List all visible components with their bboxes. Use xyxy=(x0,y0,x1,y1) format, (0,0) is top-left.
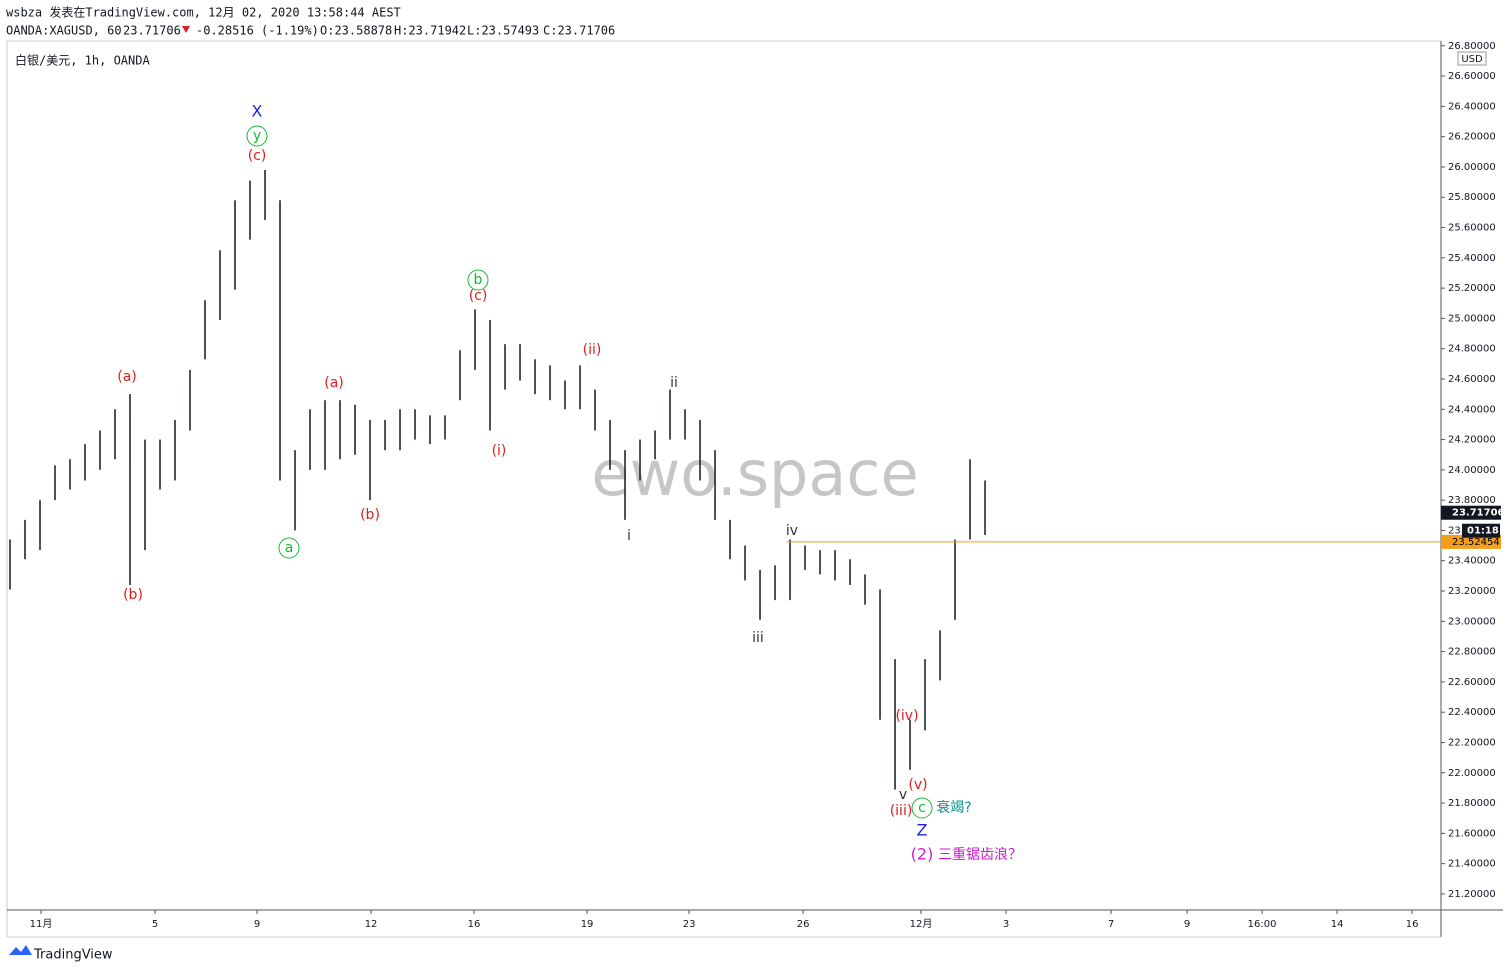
y-tick-label: 21.80000 xyxy=(1448,798,1496,809)
down-arrow xyxy=(182,26,190,33)
wave-label: (b) xyxy=(360,507,380,523)
y-tick-label: 23.20000 xyxy=(1448,586,1496,597)
wave-circle xyxy=(467,269,489,291)
y-tick-label: 26.00000 xyxy=(1448,162,1496,173)
x-tick-label: 26 xyxy=(797,919,810,930)
y-tick-label: 23.00000 xyxy=(1448,616,1496,627)
wave-note: 三重锯齿浪？ xyxy=(938,847,1022,863)
y-tick-label: 26.60000 xyxy=(1448,71,1496,82)
y-tick-label: 24.80000 xyxy=(1448,344,1496,355)
y-tick-label: 24.20000 xyxy=(1448,435,1496,446)
logo xyxy=(9,945,32,955)
y-tick-label: 23.80000 xyxy=(1448,495,1496,506)
author-line: wsbza 发表在TradingView.com, 12月 02, 2020 1… xyxy=(6,5,401,20)
countdown-box xyxy=(1462,523,1500,538)
wave-circle xyxy=(911,797,933,819)
footer[interactable]: TradingView xyxy=(33,948,113,963)
wave-label: (iii) xyxy=(890,803,913,819)
y-tick-label: 24.00000 xyxy=(1448,465,1496,476)
wave-label: (a) xyxy=(324,375,344,391)
wave-label: (c) xyxy=(469,288,488,304)
wave-label: (2) xyxy=(911,845,934,864)
x-tick-label: 19 xyxy=(581,919,594,930)
y-tick-label: 22.00000 xyxy=(1448,768,1496,779)
y-tick-label: 21.20000 xyxy=(1448,889,1496,900)
x-tick-label: 3 xyxy=(1003,919,1009,930)
y-tick-label: 26.40000 xyxy=(1448,101,1496,112)
last-price-box xyxy=(1441,505,1501,520)
x-tick-label: 7 xyxy=(1108,919,1114,930)
y-tick-label: 22.20000 xyxy=(1448,737,1496,748)
symbol: OANDA:XAGUSD, 60 xyxy=(6,24,122,38)
price-line-box xyxy=(1441,534,1501,549)
y-tick-label: 24.60000 xyxy=(1448,374,1496,385)
x-tick-label: 11月 xyxy=(30,918,53,930)
last-price-label: 23.71706 xyxy=(1452,508,1505,519)
y-tick-label: 21.60000 xyxy=(1448,828,1496,839)
wave-label: v xyxy=(899,787,907,803)
x-tick-label: 9 xyxy=(254,919,260,930)
x-tick-label: 5 xyxy=(152,919,158,930)
x-tick-label: 12月 xyxy=(910,918,933,930)
wave-label: c xyxy=(918,800,926,816)
wave-label: ii xyxy=(670,375,678,391)
y-tick-label: 25.20000 xyxy=(1448,283,1496,294)
close: C:23.71706 xyxy=(543,24,615,38)
last: 23.71706 xyxy=(123,24,181,38)
y-tick-label: 23.40000 xyxy=(1448,556,1496,567)
wave-label: (b) xyxy=(123,587,143,603)
price-line-label: 23.52454 xyxy=(1452,537,1500,548)
wave-label: (a) xyxy=(117,369,137,385)
x-tick-label: 23 xyxy=(683,919,696,930)
chart-title: 白银/美元, 1h, OANDA xyxy=(15,53,150,68)
wave-label: Z xyxy=(917,821,928,840)
x-tick-label: 16 xyxy=(1406,919,1419,930)
wave-label: i xyxy=(627,528,631,544)
wave-label: (v) xyxy=(908,777,927,793)
x-tick-label: 9 xyxy=(1184,919,1190,930)
x-tick-label: 16 xyxy=(468,919,481,930)
wave-label: (c) xyxy=(248,148,267,164)
y-tick-label: 25.60000 xyxy=(1448,223,1496,234)
y-tick-label: 25.80000 xyxy=(1448,192,1496,203)
wave-label: (ii) xyxy=(583,342,602,358)
currency: USD xyxy=(1461,54,1483,65)
y-tick-label: 22.60000 xyxy=(1448,677,1496,688)
y-tick-label: 24.40000 xyxy=(1448,404,1496,415)
wave-circle xyxy=(278,537,300,559)
watermark: ewo.space xyxy=(591,437,918,510)
y-tick-label: 26.80000 xyxy=(1448,41,1496,52)
wave-circle xyxy=(246,125,268,147)
x-tick-label: 16:00 xyxy=(1248,919,1277,930)
wave-note: 衰竭? xyxy=(936,799,971,816)
y-tick-label: 25.00000 xyxy=(1448,313,1496,324)
wave-label: a xyxy=(285,540,294,556)
wave-label: X xyxy=(252,102,263,121)
currency-box xyxy=(1457,51,1487,66)
change: -0.28516 (-1.19%) xyxy=(196,24,319,38)
y-tick-label: 22.80000 xyxy=(1448,647,1496,658)
open: O:23.58878 xyxy=(320,24,392,38)
wave-label: (i) xyxy=(492,443,507,459)
y-tick-label: 25.40000 xyxy=(1448,253,1496,264)
y-tick-label: 26.20000 xyxy=(1448,132,1496,143)
low: L:23.57493 xyxy=(467,24,539,38)
y-tick-label: 22.40000 xyxy=(1448,707,1496,718)
high: H:23.71942 xyxy=(394,24,466,38)
y-tick-label: 21.40000 xyxy=(1448,859,1496,870)
x-tick-label: 14 xyxy=(1331,919,1344,930)
wave-label: (iv) xyxy=(895,708,918,724)
wave-label: b xyxy=(474,272,483,288)
wave-label: iv xyxy=(786,523,798,539)
countdown: 01:18 xyxy=(1467,526,1499,537)
wave-label: iii xyxy=(752,630,764,646)
wave-label: y xyxy=(253,128,261,144)
x-tick-label: 12 xyxy=(365,919,378,930)
